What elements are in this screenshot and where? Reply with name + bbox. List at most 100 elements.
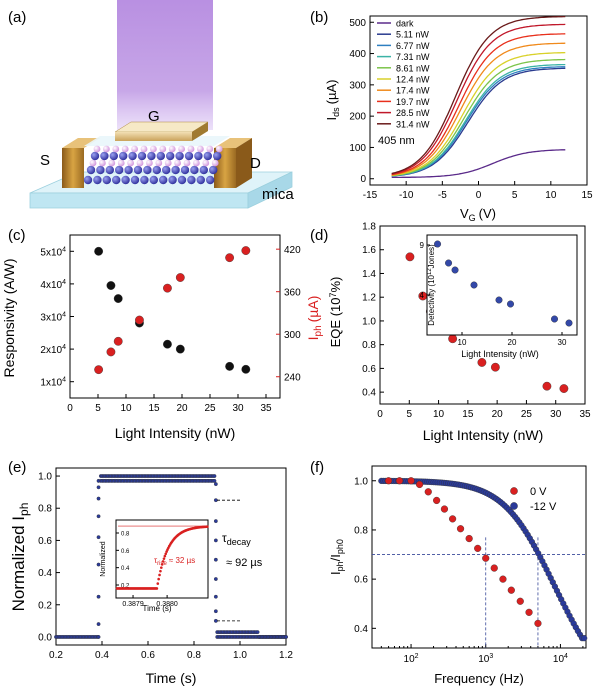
chart-e-inset-point — [165, 550, 168, 553]
chart-c-xlabel: Light Intensity (nW) — [115, 425, 236, 441]
chart-d-ytick-label: 0.4 — [362, 388, 376, 399]
chart-b-ytick-label: 500 — [349, 18, 366, 29]
chart-b-legend-label: 7.31 nW — [396, 52, 430, 62]
chart-e-point — [96, 485, 101, 490]
chart-c-ylabel-right-main: I — [305, 336, 321, 340]
chart-c-responsivity-point — [225, 361, 235, 371]
chart-e-inset-ytick-label: 0.8 — [121, 532, 130, 538]
chart-c-iph-point — [113, 336, 123, 346]
lattice-atom — [131, 145, 139, 153]
chart-e-ytick-label: 0.0 — [38, 632, 52, 643]
mica-substrate-side — [247, 171, 293, 209]
chart-e-point — [255, 630, 260, 635]
chart-b-series-line — [391, 23, 566, 175]
lattice-atom — [171, 165, 180, 175]
chart-f-legend-label: -12 V — [530, 501, 557, 513]
chart-c-iph-point — [163, 283, 172, 293]
chart-f-ytick-label: 1.0 — [354, 476, 368, 487]
panel-label-f: (f) — [310, 459, 324, 476]
chart-c-ytick-left-label: 4x104 — [40, 279, 66, 291]
lattice-atom — [115, 165, 124, 175]
chart-e-inset-point — [164, 552, 168, 556]
lattice-atom — [162, 165, 171, 175]
panel-label-c: (c) — [8, 227, 26, 244]
chart-d-inset-ytick-label: 4 — [420, 291, 425, 300]
lattice-atom — [137, 151, 147, 161]
chart-c-ylabel-right-sub: ph — [313, 325, 324, 336]
lattice-atom — [96, 165, 105, 175]
panel-label-a: (a) — [8, 9, 26, 26]
lattice-atom — [184, 151, 194, 161]
chart-e-inset-ytick-label: 0.4 — [121, 566, 130, 572]
chart-b-annotation: 405 nm — [378, 135, 415, 147]
panel-label-e: (e) — [8, 459, 26, 476]
drain-electrode-side — [236, 138, 252, 188]
chart-f-series-a-point — [490, 564, 498, 572]
chart-b-ytick-label: 400 — [349, 49, 366, 60]
chart-f-legend-marker — [510, 502, 518, 510]
source-electrode — [62, 148, 84, 188]
chart-d-ylabel-unit: %) — [328, 277, 343, 293]
lattice-atom — [159, 175, 168, 185]
chart-b-legend-label: 8.61 nW — [396, 63, 430, 73]
chart-e-annotation-sub: decay — [227, 537, 252, 547]
laser-beam — [117, 0, 213, 130]
lattice-atom — [177, 175, 187, 185]
chart-e-inset-point — [155, 587, 159, 590]
chart-f-xtick-label: 102 — [404, 653, 419, 665]
chart-e-ytick-label: 0.8 — [38, 504, 52, 515]
chart-c-xtick-label: 15 — [148, 403, 160, 414]
chart-c-responsivity-point — [113, 294, 123, 303]
lattice-atom — [124, 165, 133, 175]
chart-d-inset-xlabel: Light Intensity (nW) — [461, 349, 539, 359]
chart-e-point — [213, 557, 218, 562]
chart-d-xtick-label: 35 — [579, 409, 591, 420]
chart-b-series-line — [391, 63, 566, 177]
chart-c-iph-point — [106, 347, 116, 357]
chart-d-inset-detectivity-point — [565, 319, 573, 327]
chart-f-frame — [371, 465, 587, 649]
chart-d-eqe-point — [542, 381, 552, 391]
chart-c-ylabel-right-unit: (µA) — [305, 296, 321, 323]
lattice-atom — [149, 175, 158, 185]
lattice-atom — [105, 165, 115, 175]
chart-c-xtick-label: 10 — [120, 403, 132, 414]
chart-c-iph-point — [135, 315, 144, 325]
chart-d-inset-ylabel-exp: 12 — [427, 268, 433, 275]
chart-f-series-a-point — [482, 554, 490, 562]
chart-f-series-a-point — [407, 477, 415, 485]
chart-b-ytick-label: 300 — [349, 80, 366, 91]
chart-e-point — [96, 594, 101, 599]
chart-c-ytick-right-label: 360 — [284, 288, 301, 299]
chart-f-legend-marker — [510, 487, 518, 495]
chart-d-xtick-label: 5 — [407, 409, 413, 420]
chart-c-iph-point — [241, 246, 251, 255]
chart-b-xlabel-sub: G — [469, 213, 476, 223]
chart-e-xtick-label: 1.0 — [233, 650, 247, 661]
chart-f-series-a-point — [465, 534, 473, 543]
lattice-atom — [140, 175, 149, 185]
chart-e-point — [213, 577, 218, 581]
chart-e-inset-point — [163, 554, 167, 558]
lattice-atom — [90, 151, 100, 161]
lattice-atom — [187, 145, 195, 153]
chart-d-ytick-label: 1.8 — [362, 222, 376, 233]
chart-d-xlabel: Light Intensity (nW) — [423, 427, 544, 443]
lattice-atom — [193, 159, 200, 167]
lattice-atom — [143, 165, 152, 175]
chart-c-iph-point — [175, 273, 185, 282]
lattice-atom — [146, 159, 153, 167]
chart-e-inset-annotation-main: τ — [154, 556, 158, 565]
chart-b-ytick-label: 100 — [349, 143, 366, 154]
lattice-atom — [112, 145, 120, 153]
chart-d-xtick-label: 15 — [462, 409, 474, 420]
chart-d-frame — [379, 225, 586, 405]
device-schematic: G S D mica — [29, 0, 294, 209]
chart-d-ytick-label: 0.8 — [362, 340, 376, 351]
chart-e-inset-annotation: τrise ≈ 32 µs — [154, 556, 195, 567]
lattice-atom — [196, 175, 205, 185]
chart-f-series-a-point — [499, 575, 507, 583]
chart-e-point — [212, 478, 217, 483]
chart-d-inset-detectivity-point — [495, 296, 503, 304]
